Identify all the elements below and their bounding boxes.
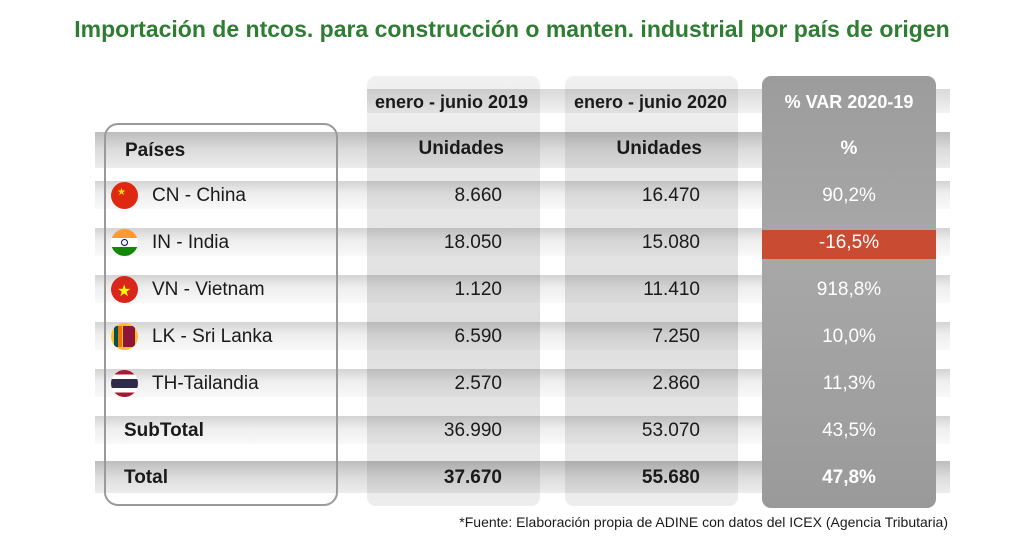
value-2019: 8.660 — [454, 185, 502, 206]
header-unidades-2019: Unidades — [418, 138, 504, 159]
value-2020: 11.410 — [643, 279, 700, 300]
country-label: IN - India — [152, 232, 230, 253]
column-2019-bg — [367, 76, 540, 506]
total-var: 47,8% — [822, 467, 876, 488]
column-var-bg — [762, 76, 936, 508]
page-title: Importación de ntcos. para construcción … — [74, 16, 950, 42]
subtotal-2019: 36.990 — [443, 420, 502, 441]
value-2019: 2.570 — [454, 373, 502, 394]
country-label: VN - Vietnam — [152, 279, 265, 300]
sri-lanka-flag-icon — [111, 323, 138, 350]
value-var: 10,0% — [822, 326, 876, 347]
value-var: 90,2% — [822, 185, 876, 206]
countries-box — [104, 123, 338, 506]
header-period-2020: enero - junio 2020 — [574, 92, 728, 112]
country-label: CN - China — [152, 185, 246, 206]
subtotal-label: SubTotal — [124, 420, 204, 441]
value-2019: 1.120 — [454, 279, 502, 300]
country-label: TH-Tailandia — [152, 373, 259, 394]
header-period-2019: enero - junio 2019 — [375, 92, 529, 112]
value-2020: 7.250 — [652, 326, 700, 347]
total-2020: 55.680 — [641, 467, 700, 488]
total-2019: 37.670 — [443, 467, 502, 488]
negative-highlight-cell — [762, 230, 936, 259]
value-2019: 6.590 — [454, 326, 502, 347]
value-2019: 18.050 — [443, 232, 502, 253]
header-unidades-2020: Unidades — [616, 138, 702, 159]
india-flag-icon — [111, 229, 138, 256]
header-var: % VAR 2020-19 — [784, 92, 914, 112]
value-var-negative: -16,5% — [818, 232, 880, 253]
value-2020: 15.080 — [641, 232, 700, 253]
vietnam-flag-icon: ★ — [111, 276, 138, 303]
china-flag-icon: ★ — [111, 182, 138, 209]
value-var: 11,3% — [822, 373, 876, 394]
thailand-flag-icon — [111, 370, 138, 397]
value-var: 918,8% — [816, 279, 882, 300]
column-2020-bg — [565, 76, 738, 506]
header-paises: Países — [125, 140, 186, 161]
svg-text:★: ★ — [117, 281, 131, 300]
subtotal-var: 43,5% — [822, 420, 876, 441]
country-label: LK - Sri Lanka — [152, 326, 273, 347]
svg-text:★: ★ — [117, 187, 126, 198]
header-pct: % — [840, 138, 858, 159]
value-2020: 2.860 — [652, 373, 700, 394]
subtotal-2020: 53.070 — [641, 420, 700, 441]
source-note: *Fuente: Elaboración propia de ADINE con… — [459, 514, 948, 530]
total-label: Total — [124, 467, 168, 488]
value-2020: 16.470 — [641, 185, 700, 206]
